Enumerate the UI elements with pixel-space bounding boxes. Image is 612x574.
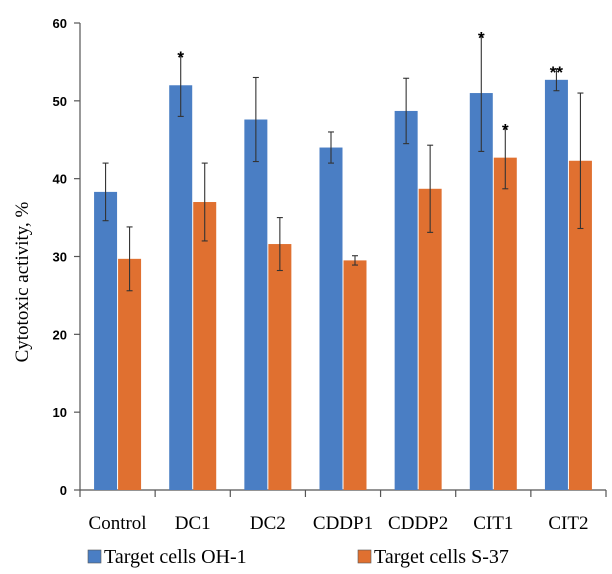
y-tick-label: 60 [53, 16, 67, 31]
bar-s37-cddp2 [418, 188, 442, 490]
x-tick-label: CDDP2 [388, 513, 448, 534]
y-tick-label: 10 [53, 405, 67, 420]
legend: Target cells OH-1 Target cells S-37 [87, 546, 509, 568]
x-tick-label: Control [89, 513, 147, 534]
legend-label-s37: Target cells S-37 [374, 546, 509, 568]
bar-s37-control [118, 258, 142, 490]
x-tick-label: DC2 [250, 513, 286, 534]
y-axis-label: Cytotoxic activity, % [12, 201, 33, 362]
significance-marker: * [502, 121, 509, 140]
bar-oh1-dc2 [244, 119, 268, 490]
bar-s37-cit1 [493, 157, 517, 490]
x-tick-label: CIT2 [548, 513, 588, 534]
chart-axes [74, 22, 607, 497]
chart-bars: ***** [94, 29, 592, 491]
y-tick-label: 20 [53, 327, 67, 342]
x-tick-label: CIT1 [473, 513, 513, 534]
legend-label-oh1: Target cells OH-1 [104, 546, 247, 568]
bar-oh1-control [94, 191, 118, 491]
legend-swatch-s37 [357, 549, 372, 564]
bar-s37-dc2 [268, 244, 292, 490]
y-tick-label: 0 [60, 483, 67, 498]
bar-s37-dc1 [193, 202, 217, 490]
x-tick-labels: Control DC1 DC2 CDDP1 CDDP2 CIT1 CIT2 [89, 513, 589, 534]
y-tick-label: 30 [53, 250, 67, 265]
significance-marker: * [478, 29, 485, 48]
x-tick-label: CDDP1 [313, 513, 373, 534]
x-tick-label: DC1 [175, 513, 211, 534]
y-tick-labels: 0 10 20 30 40 50 60 [53, 16, 67, 498]
legend-swatch-oh1 [87, 549, 102, 564]
bar-s37-cddp1 [343, 260, 367, 490]
significance-marker: * [177, 48, 184, 67]
bar-oh1-cit2 [544, 79, 568, 491]
significance-marker: ** [550, 63, 564, 82]
bar-oh1-cddp2 [394, 110, 418, 491]
bar-oh1-dc1 [169, 85, 193, 491]
bar-oh1-cddp1 [319, 147, 343, 491]
y-tick-label: 50 [53, 94, 67, 109]
bar-s37-cit2 [568, 160, 592, 490]
bar-oh1-cit1 [469, 93, 493, 491]
y-tick-label: 40 [53, 172, 67, 187]
